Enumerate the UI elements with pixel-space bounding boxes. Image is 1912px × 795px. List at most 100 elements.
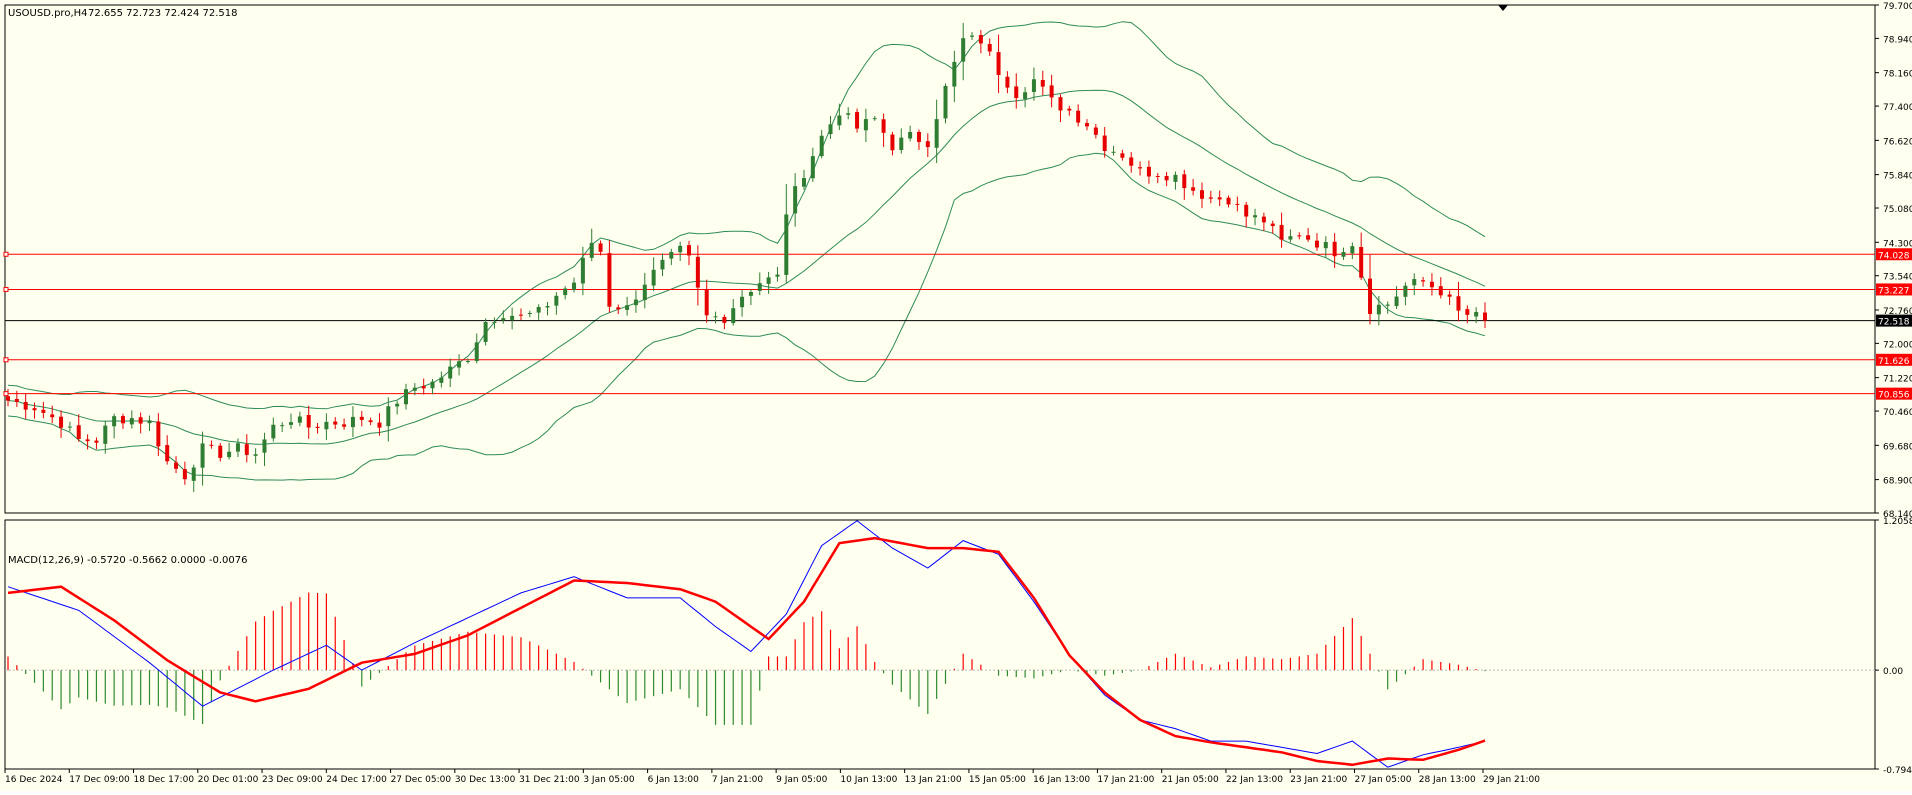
candle-body	[1412, 279, 1417, 286]
candle-body	[209, 444, 214, 446]
price-tick-label: 73.540	[1883, 273, 1912, 283]
candle-body	[943, 85, 948, 119]
candle-body	[518, 314, 523, 316]
candle-body	[156, 421, 161, 447]
candle-body	[465, 361, 470, 363]
time-tick-label: 10 Jan 13:00	[840, 775, 897, 785]
candle-body	[1023, 92, 1028, 100]
candle-body	[775, 274, 780, 277]
candle-body	[925, 141, 930, 148]
price-tick-label: 71.220	[1883, 375, 1912, 385]
candle-body	[899, 137, 904, 151]
time-tick-label: 17 Dec 09:00	[69, 775, 130, 785]
chart-title: USOUSD.pro,H4	[8, 8, 88, 19]
candle-body	[191, 467, 196, 481]
time-tick-label: 16 Dec 2024	[5, 775, 63, 785]
bollinger-lower-line	[7, 152, 1486, 481]
candle-body	[218, 445, 223, 458]
candle-body	[651, 269, 656, 286]
candle-body	[766, 277, 771, 284]
price-tick-label: 69.680	[1883, 442, 1912, 452]
candle-body	[872, 118, 877, 120]
candle-body	[430, 381, 435, 389]
candle-body	[801, 178, 806, 187]
time-tick-label: 30 Dec 13:00	[455, 775, 516, 785]
candle-body	[554, 295, 559, 306]
time-tick-label: 17 Jan 21:00	[1097, 775, 1154, 785]
candle-body	[333, 421, 338, 425]
candle-body	[41, 409, 46, 413]
macd-pane[interactable]	[4, 519, 1876, 770]
chart-shift-marker	[1498, 5, 1508, 11]
candle-body	[289, 422, 294, 425]
time-tick-label: 9 Jan 05:00	[776, 775, 828, 785]
candle-body	[1314, 240, 1319, 248]
candle-body	[342, 424, 347, 427]
level-label: 70.856	[1878, 391, 1910, 401]
candle-body	[6, 396, 10, 401]
ohlc-readout: 72.655 72.723 72.424 72.518	[88, 8, 238, 19]
candle-body	[492, 322, 497, 324]
level-handle	[3, 391, 9, 397]
candle-body	[359, 416, 364, 420]
time-tick-label: 13 Jan 21:00	[905, 775, 962, 785]
candle-body	[828, 124, 833, 135]
current-price-label-box	[1876, 314, 1912, 327]
candle-body	[262, 439, 267, 453]
candle-body	[120, 416, 125, 424]
candle-body	[76, 425, 81, 439]
price-tick-label: 68.900	[1883, 477, 1912, 487]
price-pane[interactable]	[3, 4, 1876, 514]
candle-body	[757, 283, 762, 291]
candle-body	[748, 291, 753, 296]
candle-body	[165, 445, 170, 462]
candle-body	[740, 296, 745, 308]
candle-body	[580, 257, 585, 284]
macd-pane-border	[4, 519, 1876, 770]
candle-body	[23, 401, 28, 410]
candle-body	[1483, 312, 1487, 321]
candle-body	[1076, 110, 1081, 123]
candle-body	[1120, 153, 1125, 158]
price-tick-label: 72.000	[1883, 340, 1912, 350]
candle-body	[572, 282, 577, 290]
candle-body	[1235, 203, 1240, 205]
price-tick-label: 79.700	[1883, 2, 1912, 12]
price-tick-label: 77.400	[1883, 103, 1912, 113]
candle-body	[660, 259, 665, 270]
time-tick-label: 3 Jan 05:00	[583, 775, 635, 785]
candle-body	[112, 416, 117, 427]
time-tick-label: 23 Jan 21:00	[1290, 775, 1347, 785]
candle-body	[1173, 174, 1178, 182]
candle-body	[1040, 79, 1045, 87]
candle-body	[1014, 86, 1019, 99]
candle-body	[448, 366, 453, 379]
candle-body	[439, 377, 444, 383]
candle-body	[1146, 166, 1151, 177]
price-tick-label: 78.940	[1883, 35, 1912, 45]
candle-body	[1341, 252, 1346, 257]
candle-body	[1438, 286, 1443, 296]
candle-body	[377, 422, 382, 428]
candle-body	[996, 52, 1001, 75]
time-tick-label: 29 Jan 21:00	[1483, 775, 1540, 785]
candle-body	[863, 119, 868, 131]
macd-main-line	[7, 520, 1486, 768]
candle-body	[669, 251, 674, 259]
candle-body	[386, 406, 391, 427]
candle-body	[1279, 224, 1284, 240]
candle-body	[1155, 175, 1160, 177]
candle-body	[545, 305, 550, 308]
macd-signal-line	[7, 536, 1486, 767]
level-handle	[3, 357, 9, 363]
candle-body	[474, 342, 479, 362]
candle-body	[1208, 197, 1213, 199]
macd-title: MACD(12,26,9) -0.5720 -0.5662 0.0000 -0.…	[8, 555, 247, 566]
level-label: 74.028	[1878, 251, 1910, 261]
candle-body	[987, 44, 992, 52]
candle-body	[1226, 197, 1231, 205]
